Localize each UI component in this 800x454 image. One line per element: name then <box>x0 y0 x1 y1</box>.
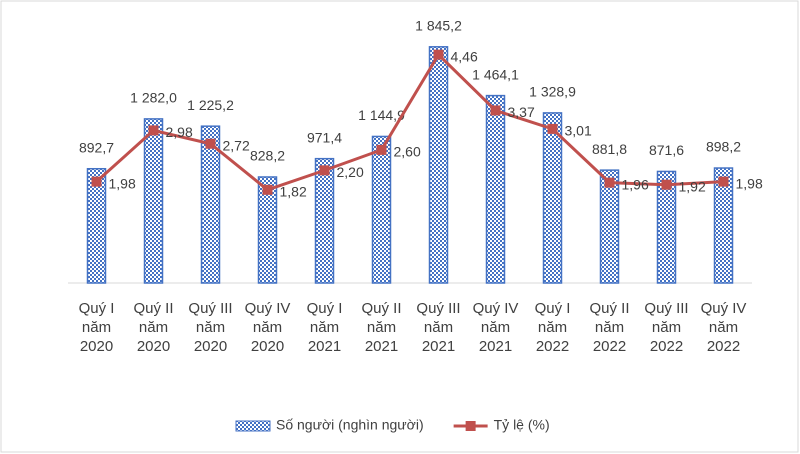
line-value-label: 1,92 <box>679 178 706 194</box>
line-marker <box>376 144 387 155</box>
bar-value-label: 1 225,2 <box>187 97 234 113</box>
bar-value-label: 1 845,2 <box>415 18 462 34</box>
line-value-label: 1,96 <box>622 176 649 192</box>
bar-value-label: 1 282,0 <box>130 90 177 106</box>
x-tick-label: Quý II năm 2022 <box>589 300 630 355</box>
bar <box>656 170 677 284</box>
x-tick-label: Quý II năm 2021 <box>361 300 402 355</box>
x-tick-label: Quý I năm 2020 <box>78 300 115 355</box>
bar <box>143 118 164 284</box>
x-tick-label: Quý IV năm 2021 <box>472 300 519 355</box>
line-marker <box>718 176 729 187</box>
line <box>95 52 724 192</box>
bar-value-label: 898,2 <box>706 139 741 155</box>
line-value-label: 4,46 <box>451 48 478 64</box>
line-value-label: 1,98 <box>109 175 136 191</box>
line-marker <box>205 138 216 149</box>
line-marker <box>148 125 159 136</box>
x-tick-label: Quý I năm 2021 <box>306 300 343 355</box>
line-value-label: 2,60 <box>394 144 421 160</box>
line-marker <box>661 179 672 190</box>
line-value-label: 2,72 <box>223 137 250 153</box>
line-value-label: 1,82 <box>280 184 307 200</box>
bar-value-label: 971,4 <box>307 129 342 145</box>
x-tick-label: Quý I năm 2022 <box>534 300 571 355</box>
x-tick-label: Quý III năm 2020 <box>188 300 233 355</box>
x-tick-label: Quý IV năm 2022 <box>700 300 747 355</box>
bar-value-label: 892,7 <box>79 139 114 155</box>
line-marker <box>547 123 558 134</box>
legend-swatch <box>235 420 271 432</box>
legend-swatch-marker <box>465 421 476 431</box>
x-tick-label: Quý IV năm 2020 <box>244 300 291 355</box>
bar <box>371 135 392 284</box>
bar <box>428 46 449 284</box>
x-tick-label: Quý III năm 2022 <box>644 300 689 355</box>
line-value-label: 2,98 <box>166 124 193 140</box>
line-value-label: 1,98 <box>736 175 763 191</box>
bar-value-label: 1 144,9 <box>358 107 405 123</box>
line-marker <box>604 177 615 188</box>
bar-value-label: 881,8 <box>592 141 627 157</box>
bar-value-label: 1 464,1 <box>472 66 519 82</box>
bar <box>200 125 221 284</box>
bar <box>713 167 734 284</box>
x-tick-label: Quý II năm 2020 <box>133 300 174 355</box>
line-marker <box>91 176 102 187</box>
line-marker <box>319 165 330 176</box>
line-marker <box>490 105 501 116</box>
legend-label: Số người (nghìn người) <box>276 417 424 433</box>
line-value-label: 3,37 <box>508 104 535 120</box>
bar-value-label: 1 328,9 <box>529 84 576 100</box>
bar <box>257 176 278 284</box>
line-marker <box>262 184 273 195</box>
line-value-label: 2,20 <box>337 164 364 180</box>
bar <box>86 167 107 284</box>
line-marker <box>433 49 444 60</box>
bar <box>485 94 506 284</box>
bar <box>599 169 620 284</box>
bar-value-label: 871,6 <box>649 142 684 158</box>
x-tick-label: Quý III năm 2021 <box>416 300 461 355</box>
legend-label: Tỷ lệ (%) <box>494 417 550 433</box>
bar <box>542 112 563 284</box>
bar <box>314 157 335 284</box>
line-value-label: 3,01 <box>565 123 592 139</box>
bar-value-label: 828,2 <box>250 148 285 164</box>
